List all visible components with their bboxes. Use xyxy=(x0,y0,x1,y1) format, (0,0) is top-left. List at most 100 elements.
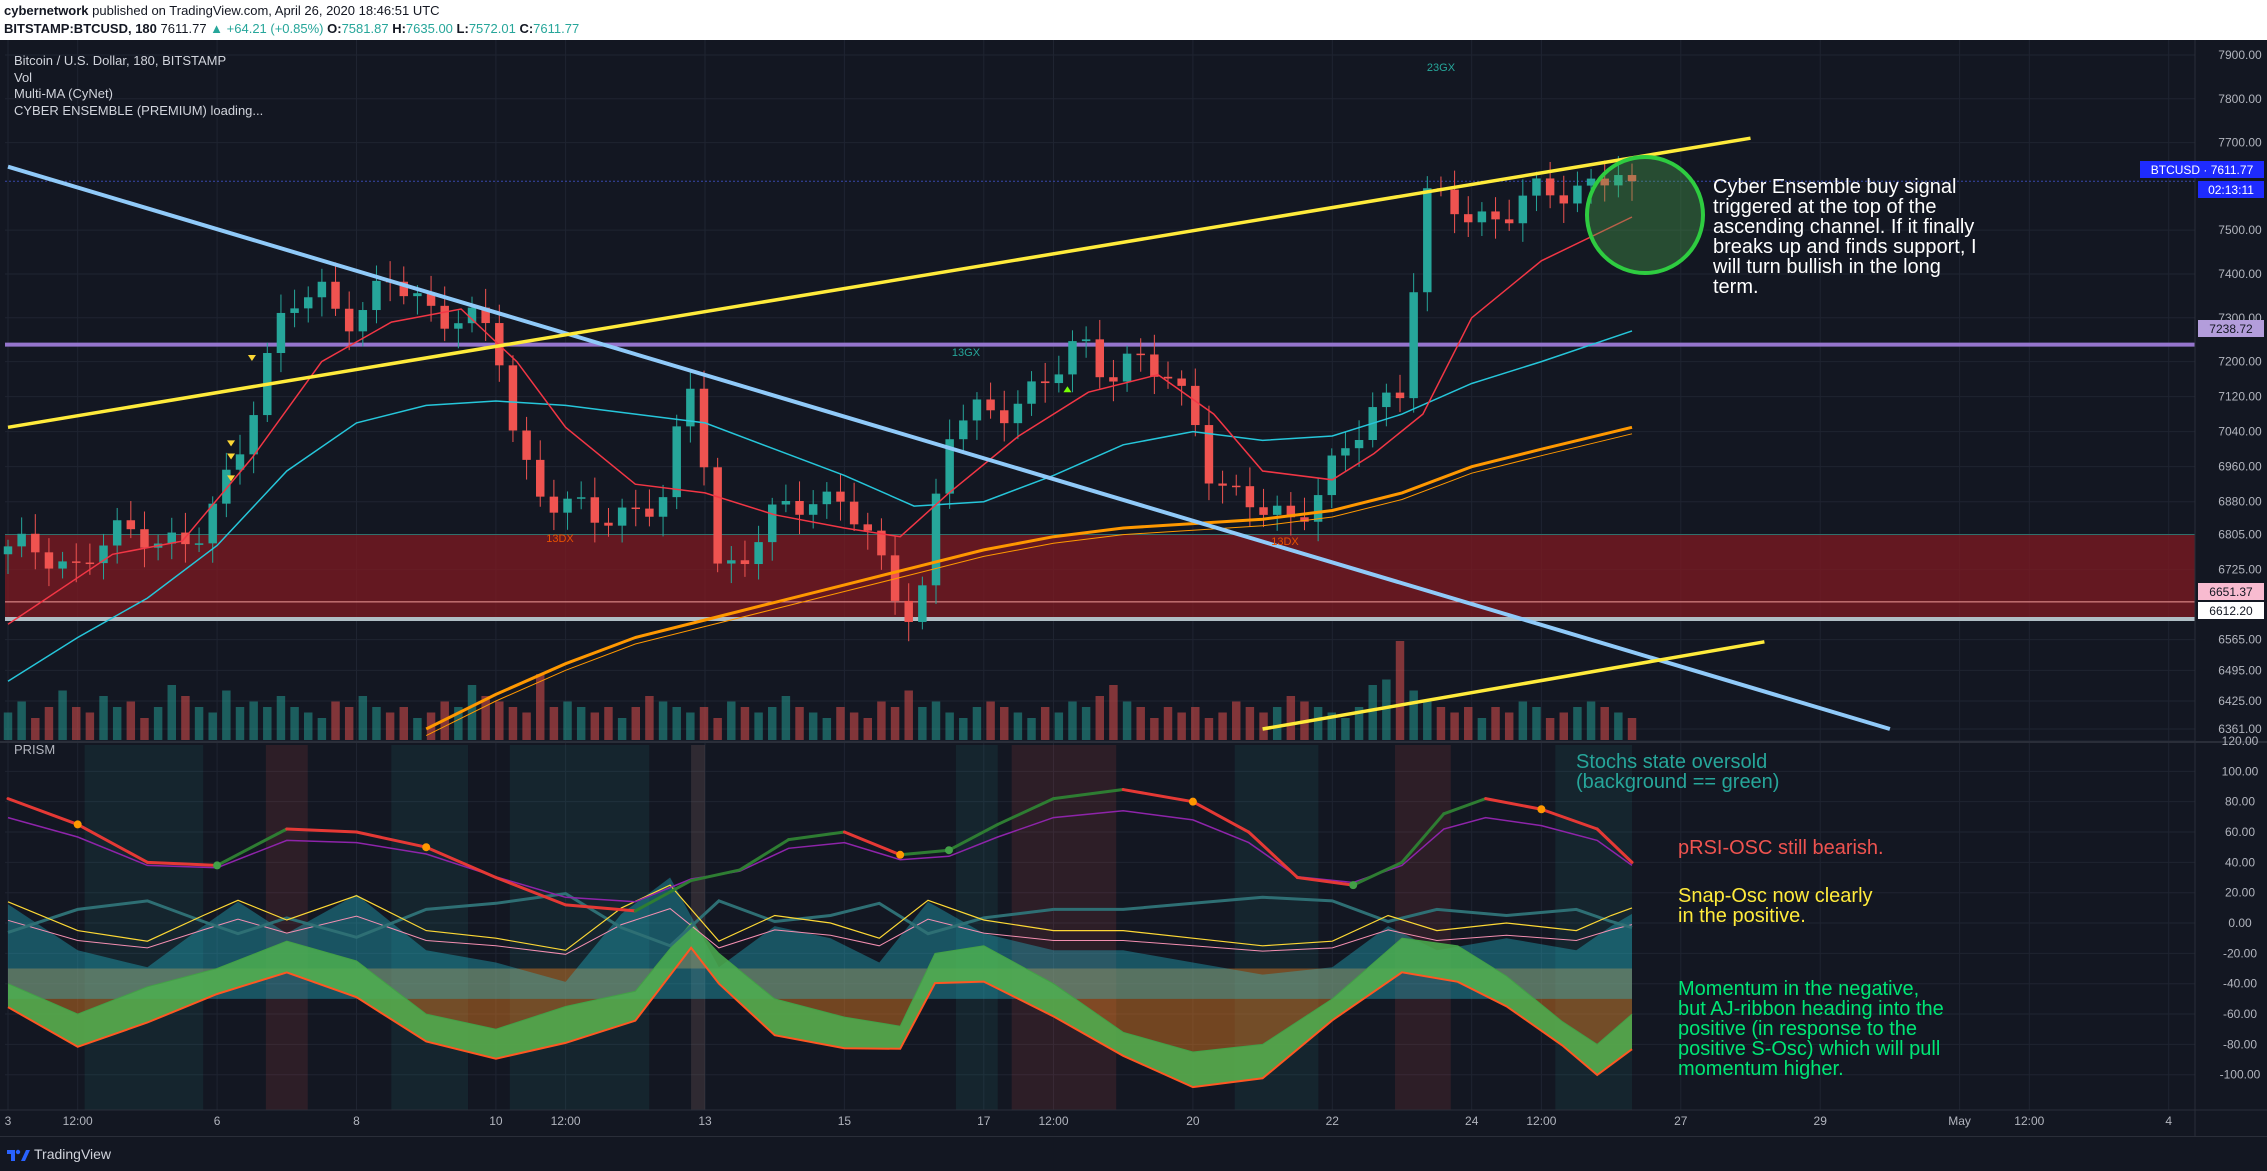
candle-body xyxy=(836,491,845,502)
candle-body xyxy=(167,532,176,544)
volume-bar xyxy=(617,718,627,740)
volume-bar xyxy=(1354,707,1364,740)
candle-body xyxy=(1395,392,1405,399)
volume-bar xyxy=(358,696,368,740)
volume-bars xyxy=(3,641,1637,740)
candle-body xyxy=(99,545,108,564)
time-tick-label: 17 xyxy=(977,1114,991,1128)
author-name[interactable]: cybernetwork xyxy=(4,3,89,18)
legend-multi-ma[interactable]: Multi-MA (CyNet) xyxy=(14,86,113,101)
osc-tick-label: -100.00 xyxy=(2220,1068,2261,1082)
time-tick-label: 20 xyxy=(1186,1114,1200,1128)
candle-body xyxy=(849,501,859,525)
candle-body xyxy=(1300,517,1309,522)
time-tick-label: 3 xyxy=(5,1114,12,1128)
volume-bar xyxy=(331,701,340,740)
prsi-cross-dot xyxy=(1188,797,1197,806)
osc-tick-label: -60.00 xyxy=(2223,1007,2257,1021)
candle-body xyxy=(1150,354,1159,377)
volume-bar xyxy=(1245,707,1255,740)
price-badges: BTCUSD · 7611.77 02:13:11 7238.72 6651.3… xyxy=(2140,161,2264,619)
time-tick-label: 12:00 xyxy=(1526,1114,1556,1128)
candle-body xyxy=(795,500,804,515)
volume-bar xyxy=(1436,707,1446,740)
volume-bar xyxy=(1409,690,1418,740)
last-price: 7611.77 xyxy=(160,21,207,36)
candle-body xyxy=(1027,381,1036,404)
prsi-cross-dot xyxy=(896,850,905,859)
marker-13dx-a: 13DX xyxy=(546,533,574,545)
candle-body xyxy=(1286,505,1296,518)
stochs-overbought-band xyxy=(1395,745,1451,1110)
annotation-prsi: pRSI-OSC still bearish. xyxy=(1678,837,1884,859)
countdown-badge xyxy=(2198,181,2264,198)
price-tick-label: 7700.00 xyxy=(2218,136,2262,150)
tradingview-logo-icon[interactable] xyxy=(6,1146,30,1162)
prsi-segment xyxy=(898,848,951,857)
high-value: 7635.00 xyxy=(405,21,453,36)
stochs-oversold-band xyxy=(691,745,705,1110)
prsi-segment xyxy=(1400,812,1446,864)
volume-bar xyxy=(1382,679,1391,740)
volume-bar xyxy=(631,707,640,740)
volume-bar xyxy=(44,707,54,740)
volume-bar xyxy=(1081,707,1091,740)
price-tick-label: 6495.00 xyxy=(2218,663,2262,677)
candle-body xyxy=(590,497,600,523)
volume-bar xyxy=(1491,707,1500,740)
level-white-badge xyxy=(2198,602,2264,619)
volume-bar xyxy=(276,696,286,740)
volume-bar xyxy=(72,707,81,740)
volume-bar xyxy=(1054,712,1064,740)
candle-body xyxy=(276,312,286,354)
low-label: L: xyxy=(456,21,469,36)
candle-body xyxy=(454,323,463,329)
candle-body xyxy=(563,498,572,513)
volume-bar xyxy=(536,674,545,740)
prsi-segment xyxy=(787,830,846,842)
volume-bar xyxy=(1573,707,1582,740)
volume-bar xyxy=(590,712,600,740)
time-tick-label: 10 xyxy=(489,1114,503,1128)
candle-body xyxy=(959,420,968,440)
marker-13gx: 13GX xyxy=(952,347,981,359)
prsi-cross-dot xyxy=(1537,805,1546,814)
candle-body xyxy=(222,469,231,504)
candle-body xyxy=(235,454,245,470)
prsi-segment xyxy=(145,860,219,867)
volume-bar xyxy=(1232,701,1241,740)
legend-vol[interactable]: Vol xyxy=(14,69,33,85)
volume-bar xyxy=(822,718,832,740)
volume-bar xyxy=(863,718,873,740)
volume-bar xyxy=(235,707,245,740)
marker-23gx: 23GX xyxy=(1427,62,1456,74)
candle-body xyxy=(44,552,54,569)
candle-body xyxy=(727,560,736,564)
annotation-line: (background == green) xyxy=(1576,771,1779,793)
level-purple-badge xyxy=(2198,320,2264,337)
legend-cyber-ensemble[interactable]: CYBER ENSEMBLE (PREMIUM) loading... xyxy=(14,102,264,118)
candle-body xyxy=(1382,392,1391,408)
countdown-text: 02:13:11 xyxy=(2208,183,2254,197)
candle-body xyxy=(1081,339,1091,342)
volume-bar xyxy=(1109,685,1118,740)
candle-body xyxy=(58,561,67,569)
chart-canvas[interactable]: 7900.007800.007700.007500.007400.007300.… xyxy=(0,0,2267,1136)
candle-body xyxy=(863,524,873,531)
prsi-segment xyxy=(1295,876,1355,887)
price-tick-label: 6425.00 xyxy=(2218,694,2262,708)
legend-title: Bitcoin / U.S. Dollar, 180, BITSTAMP xyxy=(14,53,227,68)
candle-body xyxy=(631,507,640,510)
candle-body xyxy=(1259,507,1268,515)
candle-body xyxy=(1313,495,1323,522)
signal-triangle-down xyxy=(227,475,236,482)
candle-body xyxy=(1000,410,1009,424)
candle-body xyxy=(768,504,777,543)
candle-body xyxy=(1614,175,1623,186)
time-tick-label: 27 xyxy=(1674,1114,1688,1128)
annotation-line: term. xyxy=(1713,276,1759,298)
ohlc-line: BITSTAMP:BTCUSD, 180 7611.77 ▲ +64.21 (+… xyxy=(4,21,579,36)
channel-lower-line xyxy=(1262,640,1765,731)
candle-body xyxy=(904,600,913,622)
footer-brand[interactable]: TradingView xyxy=(34,1146,112,1162)
